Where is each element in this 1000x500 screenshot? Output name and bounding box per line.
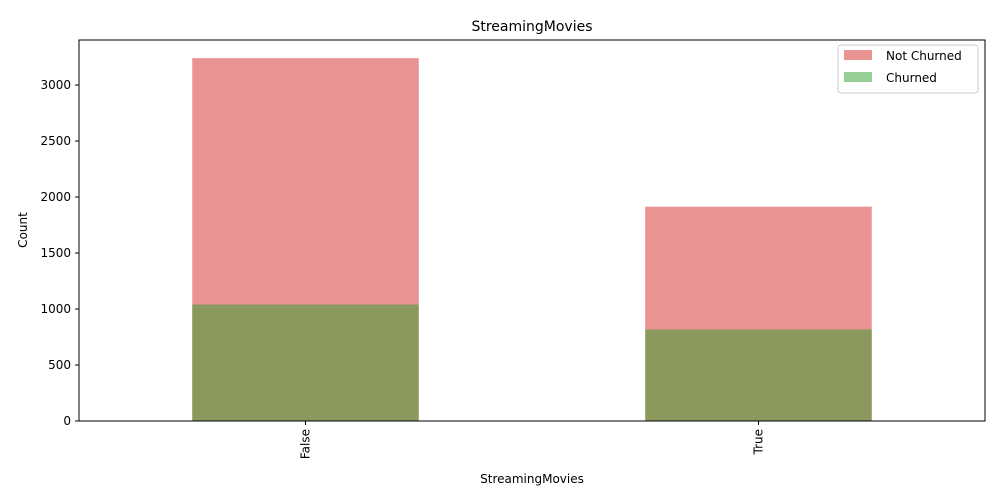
y-tick-label: 1500: [40, 246, 71, 260]
legend-label-churned: Churned: [886, 71, 937, 85]
y-tick-label: 3000: [40, 78, 71, 92]
legend-swatch-churned: [844, 72, 872, 82]
plot-frame: [78, 39, 986, 422]
bars-layer: [192, 58, 872, 422]
y-tick-label: 2500: [40, 134, 71, 148]
y-axis-label: Count: [16, 212, 30, 248]
y-axis: 0 500 1000 1500 2000 2500 3000: [40, 78, 79, 428]
y-tick-label: 2000: [40, 190, 71, 204]
bar-churned-false: [192, 304, 419, 421]
y-tick-label: 500: [48, 358, 71, 372]
chart-title: StreamingMovies: [471, 19, 592, 35]
y-tick-label: 0: [63, 414, 71, 428]
legend-box: [837, 44, 979, 94]
legend-swatch-not-churned: [844, 50, 872, 60]
x-tick-label-false: False: [299, 429, 313, 459]
y-tick-label: 1000: [40, 302, 71, 316]
x-tick-label-true: True: [752, 429, 766, 456]
x-axis-label: StreamingMovies: [480, 472, 584, 486]
legend-label-not-churned: Not Churned: [886, 49, 962, 63]
legend: Not Churned Churned: [837, 44, 979, 94]
x-axis: False True: [299, 421, 766, 459]
bar-churned-true: [645, 329, 872, 421]
